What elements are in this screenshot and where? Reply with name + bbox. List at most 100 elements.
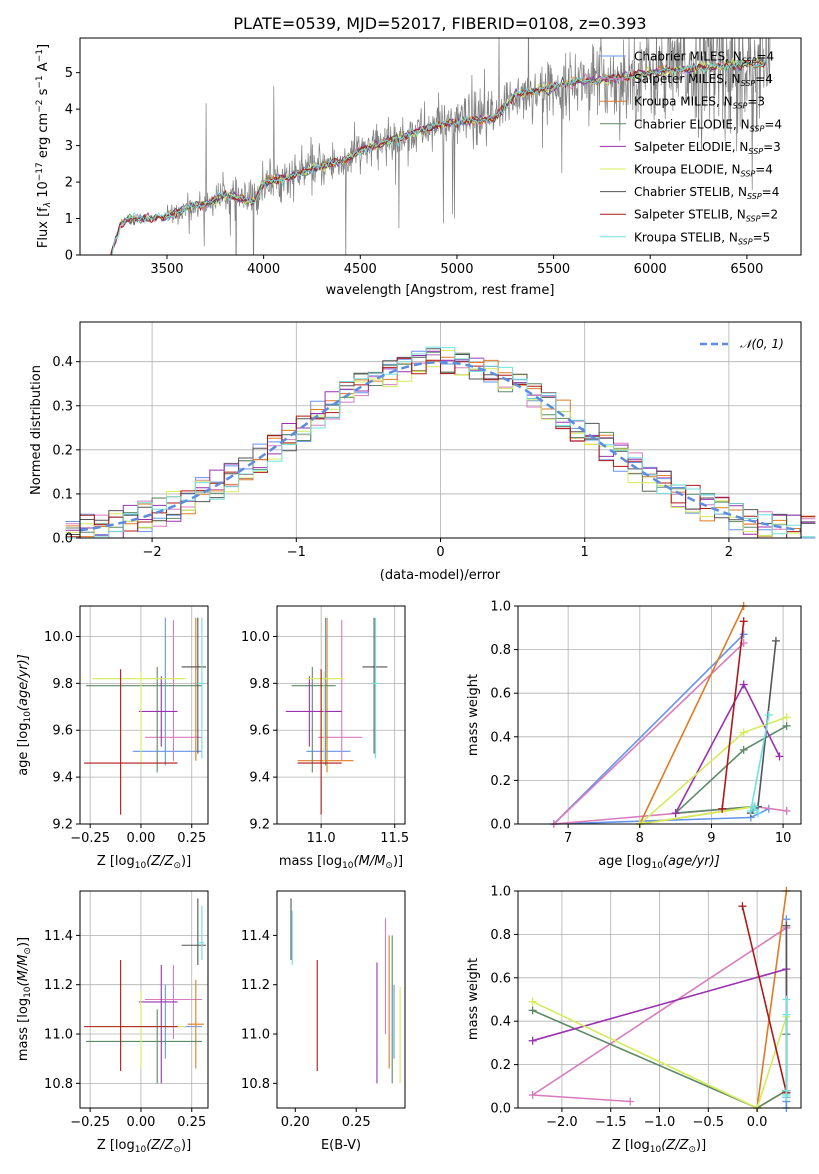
legend-label-main: Salpeter ELODIE, N	[634, 140, 748, 154]
y-tick-label: 4	[65, 103, 73, 118]
mass-vs-metallicity-panel: −0.25 0.00 0.25 10.8 11.0 11.2 11.4 Z [log10(…	[16, 890, 209, 1155]
legend-label-main: Kroupa MILES, N	[634, 95, 733, 109]
y-tick-label: 0.2	[490, 774, 511, 789]
y-tick-label: 1	[65, 212, 73, 227]
legend-label-suffix: =3	[747, 95, 765, 109]
mass-vs-metallicity-x-ticks: −0.25 0.00 0.25	[70, 1108, 206, 1130]
legend-label-main: Salpeter MILES, N	[634, 72, 741, 86]
legend-label-suffix: =4	[762, 185, 780, 199]
x-tick-label: 11.5	[380, 831, 409, 846]
mass-vs-metallicity-plot-area	[84, 898, 206, 1084]
spectrum-curves	[110, 38, 771, 255]
spectrum-plot-area	[110, 38, 771, 255]
y-tick-label: 11.2	[44, 978, 73, 993]
mass-vs-metallicity-axes-frame	[79, 890, 209, 1109]
age-vs-metallicity-x-ticks: −0.25 0.00 0.25	[70, 824, 206, 846]
legend-label-suffix: =4	[755, 72, 773, 86]
legend-label-salpeter_stelib: Salpeter STELIB, NSSP=2	[634, 208, 778, 224]
weight-vs-age-y-axis-label: mass weight	[466, 674, 481, 756]
y-tick-label: 0.2	[52, 443, 73, 458]
legend-label-salpeter_elodie: Salpeter ELODIE, NSSP=3	[634, 140, 781, 156]
spectrum-y-axis-label: Flux [fλ 10−17 erg cm−2 s−1 A−1]	[35, 44, 53, 248]
x-tick-label: 0.25	[342, 1115, 371, 1130]
weight-vs-age-panel: 7 8 9 10 0.0 0.2 0.4 0.6 0.8 1.0 age [log10(age/…	[466, 600, 802, 871]
mass-vs-metallicity-y-ticks: 10.8 11.0 11.2 11.4	[44, 929, 80, 1092]
mass-vs-ebv-axes-frame	[276, 890, 406, 1109]
mass-vs-metallicity-y-axis-label: mass [log10(M/M⊙)]	[16, 937, 33, 1061]
x-tick-label: 4000	[247, 262, 280, 277]
x-tick-label: 5000	[440, 262, 473, 277]
age-vs-metallicity-x-axis-label: Z [log10(Z/Z⊙)]	[97, 854, 191, 871]
gaussian-legend-label: 𝒩(0, 1)	[740, 337, 784, 351]
x-tick-label: 3500	[150, 262, 183, 277]
y-tick-label: 0.8	[490, 643, 511, 658]
weight-vs-metallicity-x-ticks: −2.0 −1.5 −1.0 −0.5 0.0	[546, 1108, 767, 1130]
legend-label-chabrier_miles: Chabrier MILES, NSSP=4	[634, 50, 774, 66]
legend-label-main: Chabrier ELODIE, N	[634, 117, 750, 131]
residuals-plot-area	[65, 346, 816, 539]
y-tick-label: 0.4	[52, 355, 73, 370]
x-tick-label: 5500	[537, 262, 570, 277]
x-tick-label: 6000	[634, 262, 667, 277]
y-tick-label: 0.0	[490, 1102, 511, 1117]
y-tick-label: 0.6	[490, 971, 511, 986]
y-tick-label: 10.0	[44, 630, 73, 645]
y-tick-label: 1.0	[490, 600, 511, 615]
weight-line-salpeter_stelib	[721, 621, 745, 809]
y-tick-label: 9.4	[52, 771, 73, 786]
residuals-x-ticks: −2 −1 0 1 2	[143, 538, 733, 560]
y-tick-label: 9.8	[52, 677, 73, 692]
x-tick-label: 0.25	[177, 1115, 206, 1130]
gaussian-curve	[79, 360, 802, 532]
y-tick-label: 0.0	[52, 532, 73, 547]
x-tick-label: 0	[436, 545, 444, 560]
y-tick-label: 11.2	[241, 978, 270, 993]
y-tick-label: 0	[65, 249, 73, 264]
legend-label-kroupa_elodie: Kroupa ELODIE, NSSP=4	[634, 163, 773, 179]
x-tick-label: −0.25	[70, 831, 110, 846]
mass-vs-ebv-panel: 0.20 0.25 10.8 11.0 11.2 11.4 E(B-V)	[241, 890, 406, 1153]
x-tick-label: 1	[581, 545, 589, 560]
x-tick-label: −1.0	[644, 1115, 676, 1130]
spectrum-x-ticks: 3500 4000 4500 5000 5500 6000 6500	[150, 255, 763, 277]
y-tick-label: 0.0	[490, 818, 511, 833]
weight-vs-metallicity-x-axis-label: Z [log10(Z/Z⊙)]	[612, 1138, 706, 1155]
legend-label-sub: SSP	[738, 237, 753, 246]
y-tick-label: 3	[65, 139, 73, 154]
y-tick-label: 11.0	[44, 1028, 73, 1043]
age-vs-metallicity-plot-area	[84, 617, 206, 815]
x-tick-label: −2	[143, 545, 162, 560]
spectrum-y-ticks: 0 1 2 3 4 5	[65, 66, 80, 264]
spectrum-x-axis-label: wavelength [Angstrom, rest frame]	[326, 283, 555, 298]
y-tick-label: 9.4	[249, 771, 270, 786]
legend-label-main: Salpeter STELIB, N	[634, 208, 746, 222]
y-tick-label: 0.4	[490, 1015, 511, 1030]
age-vs-mass-y-ticks: 9.2 9.4 9.6 9.8 10.0	[241, 630, 277, 833]
x-tick-label: 6500	[730, 262, 763, 277]
mass-vs-ebv-x-axis-label: E(B-V)	[321, 1138, 361, 1153]
x-tick-label: −0.25	[70, 1115, 110, 1130]
legend-label-salpeter_miles: Salpeter MILES, NSSP=4	[634, 72, 773, 88]
weight-vs-age-y-ticks: 0.0 0.2 0.4 0.6 0.8 1.0	[490, 600, 518, 833]
mass-vs-ebv-x-ticks: 0.20 0.25	[281, 1108, 371, 1130]
legend-label-main: Kroupa ELODIE, N	[634, 163, 741, 177]
weight-vs-metallicity-plot-area	[528, 887, 791, 1112]
weight-line-salpeter_stelib	[741, 906, 788, 1093]
age-vs-mass-x-axis-label: mass [log10(M/M⊙)]	[279, 854, 403, 871]
legend-label-sub: SSP	[742, 57, 757, 66]
y-tick-label: 0.6	[490, 687, 511, 702]
legend-label-sub: SSP	[748, 147, 763, 156]
legend-label-main: Chabrier STELIB, N	[634, 185, 747, 199]
observed-spectrum-line	[110, 38, 771, 255]
legend-label-sub: SSP	[747, 192, 762, 201]
weight-line-kroupa_elodie	[637, 716, 787, 826]
legend-label-suffix: =5	[753, 230, 771, 244]
age-vs-mass-plot-area	[285, 617, 388, 815]
legend-label-sub: SSP	[750, 124, 765, 133]
residuals-panel: −2 −1 0 1 2 0.0 0.1 0.2 0.3 0.4 (data-model)/err…	[29, 321, 816, 583]
x-tick-label: 9	[707, 831, 715, 846]
x-tick-label: 10	[775, 831, 792, 846]
y-tick-label: 10.8	[241, 1077, 270, 1092]
legend-label-suffix: =2	[760, 208, 778, 222]
